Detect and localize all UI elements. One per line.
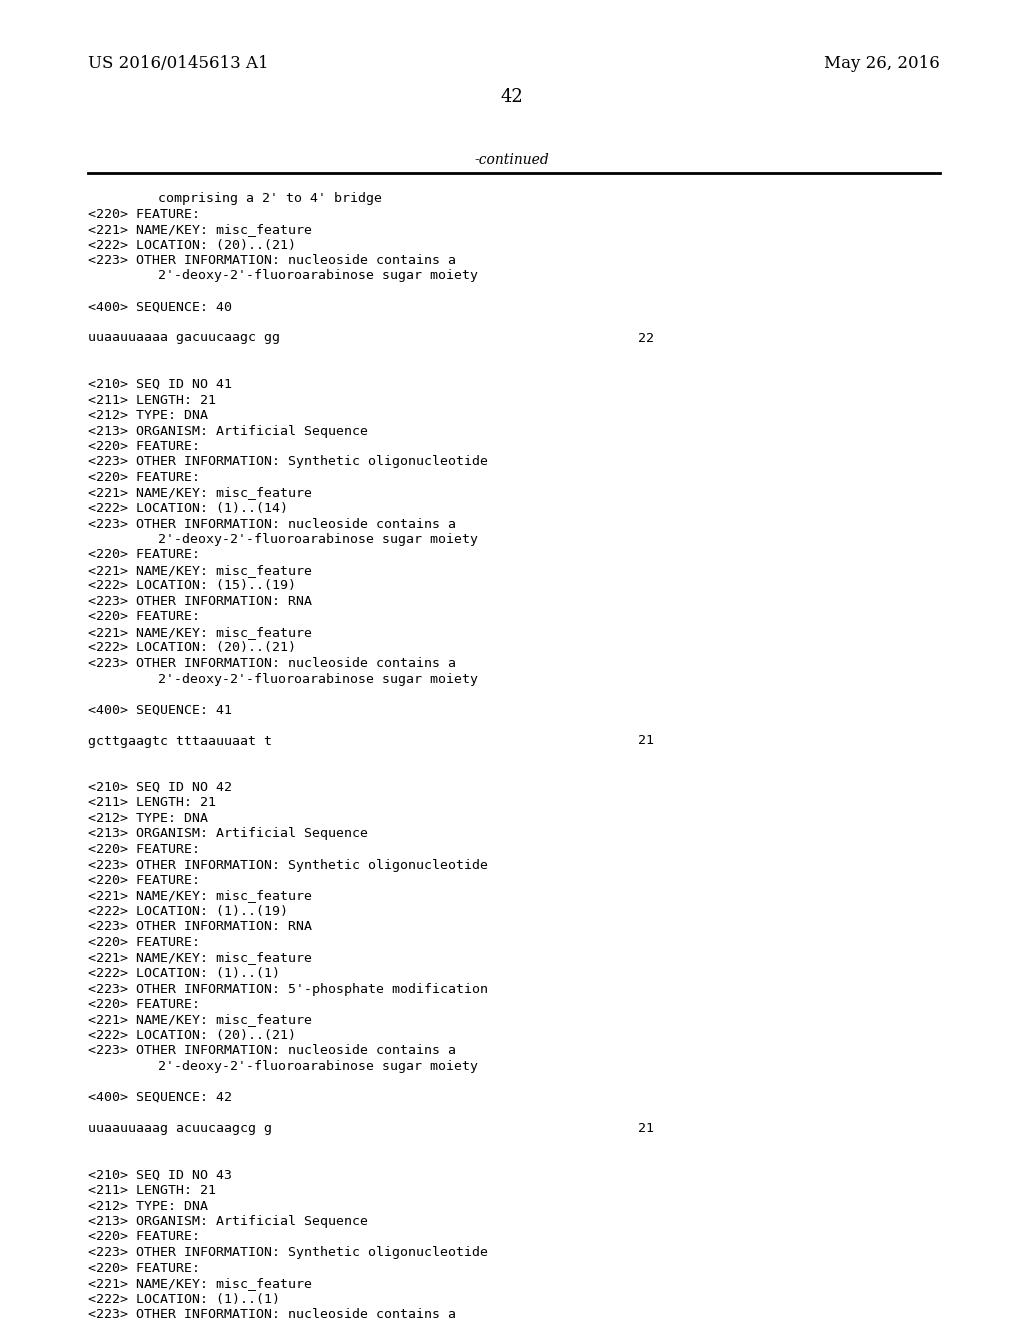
- Text: US 2016/0145613 A1: US 2016/0145613 A1: [88, 55, 268, 73]
- Text: 2'-deoxy-2'-fluoroarabinose sugar moiety: 2'-deoxy-2'-fluoroarabinose sugar moiety: [158, 533, 478, 546]
- Text: gcttgaagtc tttaauuaat t: gcttgaagtc tttaauuaat t: [88, 734, 272, 747]
- Text: <400> SEQUENCE: 41: <400> SEQUENCE: 41: [88, 704, 232, 717]
- Text: <222> LOCATION: (1)..(14): <222> LOCATION: (1)..(14): [88, 502, 288, 515]
- Text: <220> FEATURE:: <220> FEATURE:: [88, 610, 200, 623]
- Text: <220> FEATURE:: <220> FEATURE:: [88, 874, 200, 887]
- Text: <223> OTHER INFORMATION: Synthetic oligonucleotide: <223> OTHER INFORMATION: Synthetic oligo…: [88, 455, 488, 469]
- Text: <211> LENGTH: 21: <211> LENGTH: 21: [88, 393, 216, 407]
- Text: <221> NAME/KEY: misc_feature: <221> NAME/KEY: misc_feature: [88, 890, 312, 903]
- Text: comprising a 2' to 4' bridge: comprising a 2' to 4' bridge: [158, 191, 382, 205]
- Text: -continued: -continued: [475, 153, 549, 168]
- Text: <222> LOCATION: (20)..(21): <222> LOCATION: (20)..(21): [88, 642, 296, 655]
- Text: <223> OTHER INFORMATION: Synthetic oligonucleotide: <223> OTHER INFORMATION: Synthetic oligo…: [88, 858, 488, 871]
- Text: <400> SEQUENCE: 40: <400> SEQUENCE: 40: [88, 301, 232, 314]
- Text: <221> NAME/KEY: misc_feature: <221> NAME/KEY: misc_feature: [88, 1014, 312, 1027]
- Text: <223> OTHER INFORMATION: nucleoside contains a: <223> OTHER INFORMATION: nucleoside cont…: [88, 517, 456, 531]
- Text: <223> OTHER INFORMATION: RNA: <223> OTHER INFORMATION: RNA: [88, 920, 312, 933]
- Text: <220> FEATURE:: <220> FEATURE:: [88, 998, 200, 1011]
- Text: 21: 21: [638, 1122, 654, 1135]
- Text: <221> NAME/KEY: misc_feature: <221> NAME/KEY: misc_feature: [88, 487, 312, 499]
- Text: 2'-deoxy-2'-fluoroarabinose sugar moiety: 2'-deoxy-2'-fluoroarabinose sugar moiety: [158, 269, 478, 282]
- Text: uuaauuaaag acuucaagcg g: uuaauuaaag acuucaagcg g: [88, 1122, 272, 1135]
- Text: <220> FEATURE:: <220> FEATURE:: [88, 549, 200, 561]
- Text: <223> OTHER INFORMATION: nucleoside contains a: <223> OTHER INFORMATION: nucleoside cont…: [88, 253, 456, 267]
- Text: <223> OTHER INFORMATION: 5'-phosphate modification: <223> OTHER INFORMATION: 5'-phosphate mo…: [88, 982, 488, 995]
- Text: <213> ORGANISM: Artificial Sequence: <213> ORGANISM: Artificial Sequence: [88, 828, 368, 841]
- Text: <221> NAME/KEY: misc_feature: <221> NAME/KEY: misc_feature: [88, 564, 312, 577]
- Text: <223> OTHER INFORMATION: nucleoside contains a: <223> OTHER INFORMATION: nucleoside cont…: [88, 657, 456, 671]
- Text: uuaauuaaaa gacuucaagc gg: uuaauuaaaa gacuucaagc gg: [88, 331, 280, 345]
- Text: <220> FEATURE:: <220> FEATURE:: [88, 1230, 200, 1243]
- Text: <213> ORGANISM: Artificial Sequence: <213> ORGANISM: Artificial Sequence: [88, 1214, 368, 1228]
- Text: <212> TYPE: DNA: <212> TYPE: DNA: [88, 812, 208, 825]
- Text: <222> LOCATION: (20)..(21): <222> LOCATION: (20)..(21): [88, 1030, 296, 1041]
- Text: 42: 42: [501, 88, 523, 106]
- Text: <220> FEATURE:: <220> FEATURE:: [88, 440, 200, 453]
- Text: <222> LOCATION: (15)..(19): <222> LOCATION: (15)..(19): [88, 579, 296, 593]
- Text: 22: 22: [638, 331, 654, 345]
- Text: <211> LENGTH: 21: <211> LENGTH: 21: [88, 796, 216, 809]
- Text: 2'-deoxy-2'-fluoroarabinose sugar moiety: 2'-deoxy-2'-fluoroarabinose sugar moiety: [158, 1060, 478, 1073]
- Text: 21: 21: [638, 734, 654, 747]
- Text: <222> LOCATION: (1)..(19): <222> LOCATION: (1)..(19): [88, 906, 288, 917]
- Text: <221> NAME/KEY: misc_feature: <221> NAME/KEY: misc_feature: [88, 626, 312, 639]
- Text: <222> LOCATION: (20)..(21): <222> LOCATION: (20)..(21): [88, 239, 296, 252]
- Text: <222> LOCATION: (1)..(1): <222> LOCATION: (1)..(1): [88, 1292, 280, 1305]
- Text: <221> NAME/KEY: misc_feature: <221> NAME/KEY: misc_feature: [88, 952, 312, 965]
- Text: <223> OTHER INFORMATION: nucleoside contains a: <223> OTHER INFORMATION: nucleoside cont…: [88, 1308, 456, 1320]
- Text: <221> NAME/KEY: misc_feature: <221> NAME/KEY: misc_feature: [88, 223, 312, 236]
- Text: <213> ORGANISM: Artificial Sequence: <213> ORGANISM: Artificial Sequence: [88, 425, 368, 437]
- Text: <210> SEQ ID NO 42: <210> SEQ ID NO 42: [88, 781, 232, 795]
- Text: <222> LOCATION: (1)..(1): <222> LOCATION: (1)..(1): [88, 968, 280, 979]
- Text: <210> SEQ ID NO 43: <210> SEQ ID NO 43: [88, 1168, 232, 1181]
- Text: <223> OTHER INFORMATION: Synthetic oligonucleotide: <223> OTHER INFORMATION: Synthetic oligo…: [88, 1246, 488, 1259]
- Text: <223> OTHER INFORMATION: RNA: <223> OTHER INFORMATION: RNA: [88, 595, 312, 609]
- Text: <220> FEATURE:: <220> FEATURE:: [88, 1262, 200, 1275]
- Text: <211> LENGTH: 21: <211> LENGTH: 21: [88, 1184, 216, 1197]
- Text: <212> TYPE: DNA: <212> TYPE: DNA: [88, 1200, 208, 1213]
- Text: <220> FEATURE:: <220> FEATURE:: [88, 207, 200, 220]
- Text: <223> OTHER INFORMATION: nucleoside contains a: <223> OTHER INFORMATION: nucleoside cont…: [88, 1044, 456, 1057]
- Text: <212> TYPE: DNA: <212> TYPE: DNA: [88, 409, 208, 422]
- Text: <400> SEQUENCE: 42: <400> SEQUENCE: 42: [88, 1092, 232, 1104]
- Text: 2'-deoxy-2'-fluoroarabinose sugar moiety: 2'-deoxy-2'-fluoroarabinose sugar moiety: [158, 672, 478, 685]
- Text: <220> FEATURE:: <220> FEATURE:: [88, 936, 200, 949]
- Text: <210> SEQ ID NO 41: <210> SEQ ID NO 41: [88, 378, 232, 391]
- Text: <221> NAME/KEY: misc_feature: <221> NAME/KEY: misc_feature: [88, 1276, 312, 1290]
- Text: <220> FEATURE:: <220> FEATURE:: [88, 843, 200, 855]
- Text: <220> FEATURE:: <220> FEATURE:: [88, 471, 200, 484]
- Text: May 26, 2016: May 26, 2016: [824, 55, 940, 73]
